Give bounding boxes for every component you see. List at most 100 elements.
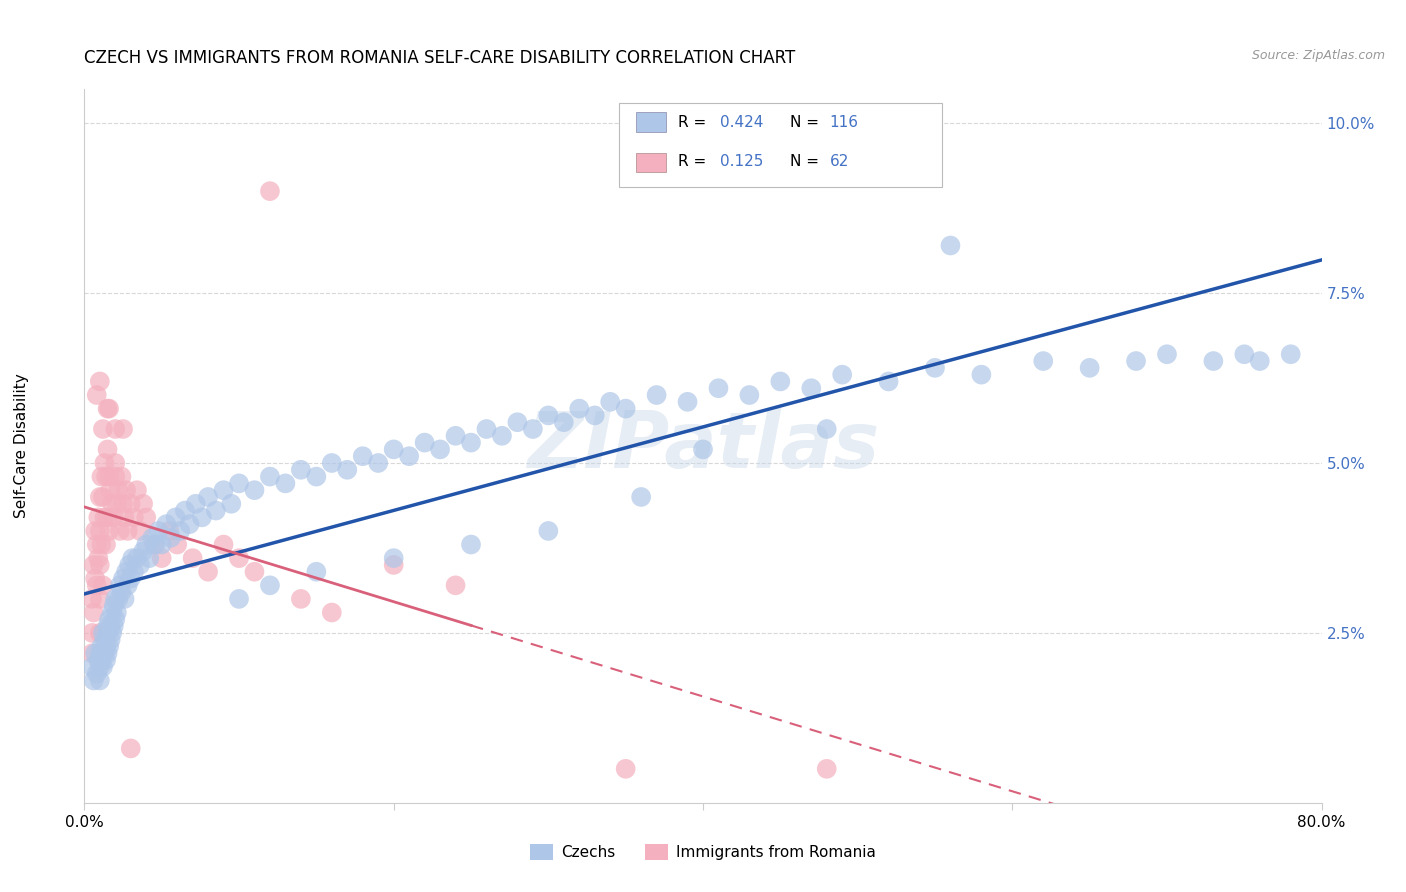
Point xyxy=(120,572,142,586)
Point xyxy=(101,626,124,640)
Text: 116: 116 xyxy=(830,115,859,129)
Point xyxy=(125,483,148,498)
Text: 0.424: 0.424 xyxy=(720,115,763,129)
Point xyxy=(115,565,138,579)
Point xyxy=(815,422,838,436)
Point xyxy=(290,463,312,477)
Point xyxy=(90,653,112,667)
Point xyxy=(553,415,575,429)
Point xyxy=(90,537,112,551)
Point xyxy=(103,599,125,613)
Point xyxy=(614,401,637,416)
Point xyxy=(101,606,124,620)
Point xyxy=(86,666,108,681)
Point xyxy=(91,490,114,504)
Point xyxy=(114,510,136,524)
Point xyxy=(630,490,652,504)
Point xyxy=(460,537,482,551)
Text: 0.125: 0.125 xyxy=(720,154,763,169)
Point xyxy=(114,591,136,606)
Point xyxy=(568,401,591,416)
Point xyxy=(96,442,118,457)
Point xyxy=(86,578,108,592)
Point xyxy=(1125,354,1147,368)
Point xyxy=(89,558,111,572)
Text: N =: N = xyxy=(790,115,824,129)
Point xyxy=(444,429,467,443)
Point xyxy=(1032,354,1054,368)
Point xyxy=(89,673,111,688)
Point xyxy=(197,565,219,579)
Point xyxy=(100,632,122,647)
Point xyxy=(197,490,219,504)
Point xyxy=(112,497,135,511)
Point xyxy=(94,537,117,551)
Point xyxy=(382,551,405,566)
Point xyxy=(243,483,266,498)
Point xyxy=(89,626,111,640)
Point xyxy=(205,503,228,517)
Point xyxy=(1279,347,1302,361)
Point xyxy=(105,497,128,511)
Point xyxy=(98,469,121,483)
Point xyxy=(150,551,173,566)
Point xyxy=(104,456,127,470)
Point xyxy=(96,401,118,416)
Point xyxy=(105,606,128,620)
Point xyxy=(86,388,108,402)
Point xyxy=(1202,354,1225,368)
Point xyxy=(118,558,141,572)
Text: R =: R = xyxy=(678,115,711,129)
Point xyxy=(800,381,823,395)
Point xyxy=(165,510,187,524)
Point xyxy=(82,660,104,674)
Point xyxy=(91,626,114,640)
Point xyxy=(290,591,312,606)
Point xyxy=(83,606,105,620)
Point xyxy=(82,646,104,660)
Point xyxy=(94,640,117,654)
Point xyxy=(87,653,110,667)
Point xyxy=(939,238,962,252)
Point xyxy=(228,551,250,566)
Text: CZECH VS IMMIGRANTS FROM ROMANIA SELF-CARE DISABILITY CORRELATION CHART: CZECH VS IMMIGRANTS FROM ROMANIA SELF-CA… xyxy=(84,49,796,67)
Point xyxy=(413,435,436,450)
Point xyxy=(537,524,560,538)
Point xyxy=(212,537,235,551)
Point xyxy=(179,517,201,532)
Point xyxy=(398,449,420,463)
Point xyxy=(429,442,451,457)
Point xyxy=(259,184,281,198)
Point xyxy=(110,585,132,599)
Point xyxy=(98,524,121,538)
Point xyxy=(100,619,122,633)
Point xyxy=(96,646,118,660)
Point xyxy=(112,422,135,436)
Point xyxy=(138,551,160,566)
Point xyxy=(444,578,467,592)
Point xyxy=(321,606,343,620)
Point xyxy=(96,626,118,640)
Point xyxy=(82,591,104,606)
Point xyxy=(120,497,142,511)
Point xyxy=(89,660,111,674)
Point xyxy=(107,483,129,498)
Point xyxy=(125,551,148,566)
Point xyxy=(145,537,167,551)
Point xyxy=(104,591,127,606)
Point xyxy=(132,544,155,558)
Point xyxy=(219,497,242,511)
Point xyxy=(522,422,544,436)
Point xyxy=(1249,354,1271,368)
Point xyxy=(83,673,105,688)
Point xyxy=(98,640,121,654)
Point xyxy=(94,469,117,483)
Point xyxy=(89,490,111,504)
Point xyxy=(104,469,127,483)
Point xyxy=(132,497,155,511)
Point xyxy=(91,578,114,592)
Point xyxy=(129,558,152,572)
Point xyxy=(86,537,108,551)
Point xyxy=(506,415,529,429)
Point xyxy=(537,409,560,423)
